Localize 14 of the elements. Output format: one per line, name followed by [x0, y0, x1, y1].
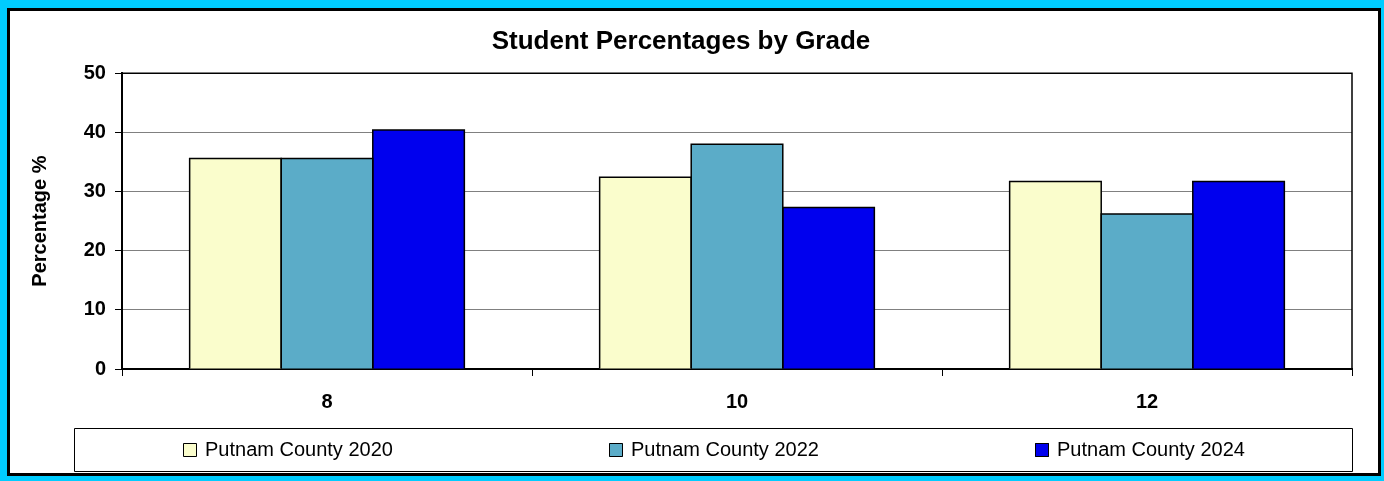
y-tick-label: 10: [83, 297, 106, 320]
chart-title: Student Percentages by Grade: [491, 24, 871, 55]
y-tick-label: 0: [94, 356, 106, 379]
x-tick-label: 10: [725, 389, 749, 412]
y-tick-label: 30: [83, 179, 106, 202]
legend-label: Putnam County 2024: [1057, 437, 1245, 460]
legend-label: Putnam County 2022: [631, 437, 819, 460]
y-tick-label: 20: [83, 238, 106, 261]
y-axis-title: Percentage %: [27, 155, 50, 287]
x-tick-label: 12: [1135, 389, 1159, 412]
y-tick-label: 50: [83, 60, 106, 83]
legend-label: Putnam County 2020: [205, 437, 393, 460]
x-tick-label: 8: [321, 389, 333, 412]
y-tick-label: 40: [83, 119, 106, 142]
